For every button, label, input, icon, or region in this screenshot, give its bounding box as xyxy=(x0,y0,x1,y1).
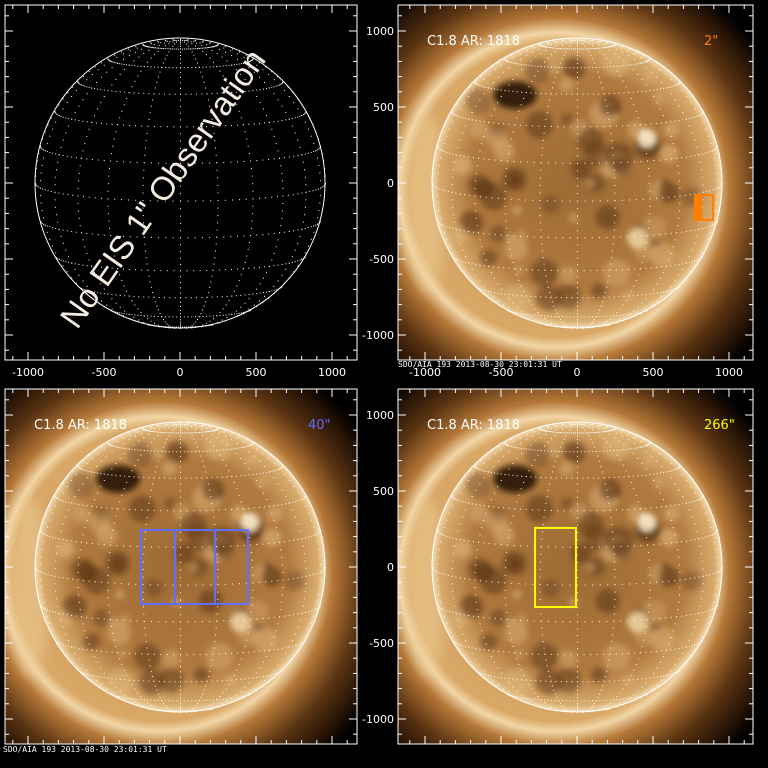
flare-annotation: C1.8 AR: 1818 xyxy=(34,418,127,433)
coronal-hole xyxy=(493,81,537,109)
y-tick-label: 500 xyxy=(373,485,394,498)
eis-field-of-view-box xyxy=(534,526,577,608)
x-tick-label: 500 xyxy=(246,366,267,379)
eis-slit-fill xyxy=(694,195,703,220)
y-tick-label: 1000 xyxy=(366,409,394,422)
coronal-hole xyxy=(493,465,537,493)
x-tick-label: 1000 xyxy=(318,366,346,379)
no-observation-label: No EIS 1" Observation xyxy=(53,42,273,334)
plot-area xyxy=(34,37,326,329)
solar-image xyxy=(5,389,357,744)
heliographic-grid xyxy=(35,423,326,713)
panel-no-observation: No EIS 1" Observation -1000 -500 0 500 1000 xyxy=(4,4,358,379)
flare-annotation: C1.8 AR: 1818 xyxy=(427,34,520,49)
slit-width-label: 40" xyxy=(308,418,331,433)
y-tick-label: -500 xyxy=(369,253,394,266)
y-tick-label: 1000 xyxy=(366,25,394,38)
x-tick-label: 500 xyxy=(643,366,664,379)
axis-ticks xyxy=(398,389,753,744)
x-tick-label: 1000 xyxy=(715,366,743,379)
bright-region xyxy=(638,129,656,147)
y-tick-label: 500 xyxy=(373,101,394,114)
x-tick-label: 0 xyxy=(574,366,581,379)
panel-eis-2: C1.8 AR: 1818 2" -1000 -500 0 500 1000 -1000 -50… xyxy=(362,4,754,379)
y-tick-label: -500 xyxy=(369,637,394,650)
plot-area xyxy=(398,5,753,360)
eis-field-of-view-box xyxy=(139,529,249,605)
disk-texture xyxy=(453,432,702,696)
x-tick-label: -1000 xyxy=(12,366,44,379)
y-tick-label: 0 xyxy=(387,177,394,190)
axis-ticks xyxy=(5,389,357,744)
bright-region xyxy=(638,513,656,531)
panel-eis-266: C1.8 AR: 1818 266" -1000 -500 0 500 1000 xyxy=(362,388,754,745)
x-tick-label: -500 xyxy=(489,366,514,379)
slit-width-label: 266" xyxy=(704,418,735,433)
caption-bottom: SDO/AIA 193 2013-08-30 23:01:31 UT xyxy=(3,745,167,754)
plot-area xyxy=(5,389,357,744)
coronal-hole xyxy=(96,465,140,493)
plot-area xyxy=(398,389,753,744)
caption-top: SDO/AIA 193 2013-08-30 23:01:31 UT xyxy=(398,360,562,369)
heliographic-grid xyxy=(432,39,723,329)
x-tick-label: -500 xyxy=(92,366,117,379)
y-tick-label: -1000 xyxy=(362,329,394,342)
y-tick-label: -1000 xyxy=(362,713,394,726)
solar-image xyxy=(398,5,753,360)
panel-eis-40: C1.8 AR: 1818 40" xyxy=(4,388,358,745)
heliographic-grid xyxy=(432,423,723,713)
x-tick-label: 0 xyxy=(177,366,184,379)
x-tick-label: -1000 xyxy=(409,366,441,379)
axis-ticks xyxy=(398,5,753,360)
bright-region xyxy=(241,513,259,531)
slit-width-label: 2" xyxy=(704,34,718,49)
heliographic-grid xyxy=(35,39,326,329)
axis-ticks xyxy=(5,5,357,360)
flare-annotation: C1.8 AR: 1818 xyxy=(427,418,520,433)
y-tick-label: 0 xyxy=(387,561,394,574)
